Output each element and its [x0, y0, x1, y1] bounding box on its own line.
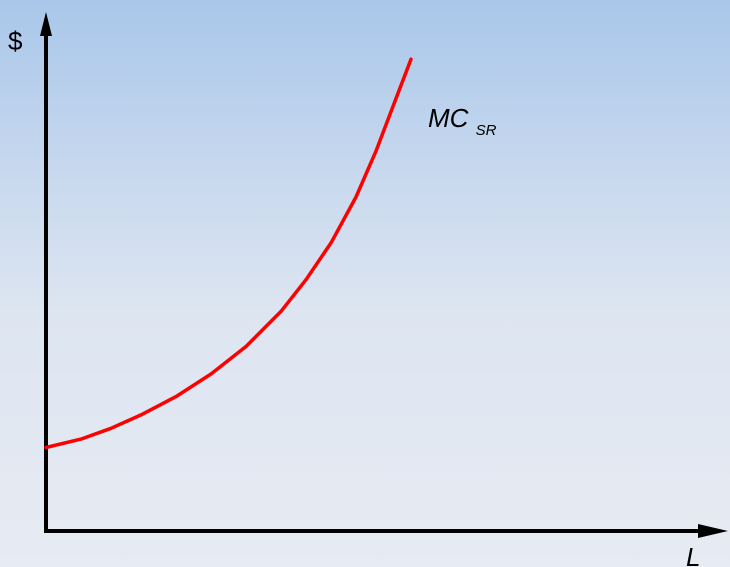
axes-group — [40, 12, 728, 538]
series-group — [44, 57, 413, 450]
series-label-main: MC — [428, 103, 469, 133]
series-label-sub: SR — [476, 122, 497, 139]
y-axis-label: $ — [8, 26, 23, 56]
y-axis-arrowhead — [40, 12, 52, 36]
series-label-mc-sr: MC SR — [428, 103, 497, 139]
x-axis-label: L — [686, 542, 700, 567]
x-axis-arrowhead — [698, 524, 728, 538]
series-line-mc-sr — [44, 57, 413, 450]
